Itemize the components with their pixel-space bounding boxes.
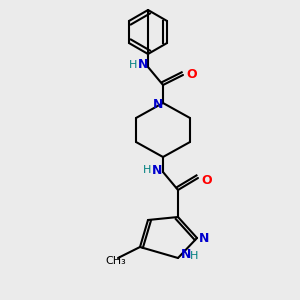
Text: H: H (129, 60, 137, 70)
Text: N: N (181, 248, 191, 261)
Text: H: H (190, 251, 198, 261)
Text: O: O (186, 68, 196, 82)
Text: N: N (153, 98, 163, 111)
Text: H: H (143, 165, 151, 175)
Text: N: N (152, 164, 162, 176)
Text: N: N (199, 232, 209, 244)
Text: CH₃: CH₃ (106, 256, 126, 266)
Text: O: O (201, 173, 211, 187)
Text: N: N (138, 58, 148, 71)
